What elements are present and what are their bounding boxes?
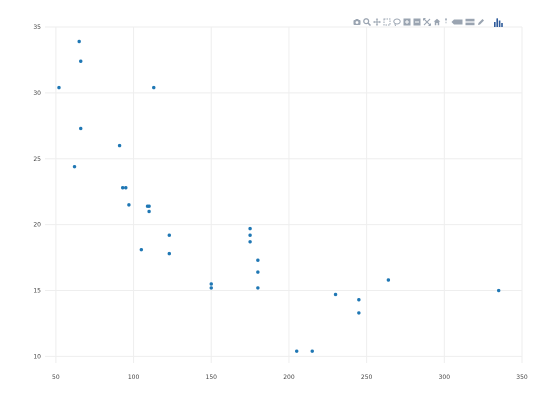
zoom-out-icon[interactable] xyxy=(413,18,421,27)
scatter-point[interactable] xyxy=(120,186,125,190)
camera-icon[interactable] xyxy=(353,18,361,27)
scatter-point[interactable] xyxy=(152,85,156,90)
scatter-point[interactable] xyxy=(167,251,171,256)
y-axis-tick-labels: 10 15 20 25 30 35 xyxy=(33,24,41,360)
spike-lines-icon[interactable] xyxy=(443,18,449,27)
scatter-point[interactable] xyxy=(310,349,314,353)
pan-icon[interactable] xyxy=(373,18,381,27)
scatter-point[interactable] xyxy=(209,282,213,286)
plotly-logo-icon[interactable] xyxy=(493,17,504,27)
scatter-point[interactable] xyxy=(139,247,144,252)
scatter-point[interactable] xyxy=(124,186,128,190)
scatter-point[interactable] xyxy=(248,226,252,231)
scatter-point[interactable] xyxy=(248,240,252,244)
x-tick-label: 50 xyxy=(52,374,60,381)
lasso-select-icon[interactable] xyxy=(393,18,401,27)
scatter-point[interactable] xyxy=(256,270,260,274)
scatter-point[interactable] xyxy=(72,164,77,169)
scatter-point[interactable] xyxy=(496,288,501,293)
scatter-point[interactable] xyxy=(77,39,81,44)
scatter-point[interactable] xyxy=(256,286,260,290)
scatter-point[interactable] xyxy=(117,143,122,148)
x-tick-label: 100 xyxy=(128,374,140,381)
scatter-point[interactable] xyxy=(147,209,151,214)
modebar-toolbar xyxy=(353,16,504,28)
y-tick-label: 35 xyxy=(33,24,41,31)
zoom-in-icon[interactable] xyxy=(403,18,411,27)
y-tick-label: 20 xyxy=(33,222,41,229)
scatter-point[interactable] xyxy=(167,233,171,237)
x-tick-label: 300 xyxy=(439,374,451,381)
scatter-point[interactable] xyxy=(57,85,61,90)
scatter-point[interactable] xyxy=(248,233,252,237)
hover-compare-icon[interactable] xyxy=(465,18,475,27)
scatter-point[interactable] xyxy=(79,59,83,63)
scatter-point[interactable] xyxy=(333,292,338,297)
x-tick-label: 350 xyxy=(516,374,528,381)
scatter-point[interactable] xyxy=(209,286,213,290)
scatter-point[interactable] xyxy=(357,311,361,315)
x-tick-label: 250 xyxy=(361,374,373,381)
scatter-point[interactable] xyxy=(127,203,131,207)
x-tick-label: 200 xyxy=(283,374,295,381)
box-select-icon[interactable] xyxy=(383,18,391,27)
y-tick-label: 15 xyxy=(33,288,41,295)
data-points[interactable] xyxy=(57,39,501,353)
scatter-point[interactable] xyxy=(147,204,151,208)
zoom-icon[interactable] xyxy=(363,18,371,27)
y-tick-label: 25 xyxy=(33,156,41,163)
y-tick-label: 10 xyxy=(33,353,41,360)
scatter-point[interactable] xyxy=(386,278,391,282)
x-axis-tick-labels: 50 100 150 200 250 300 350 xyxy=(52,374,528,381)
hover-closest-icon[interactable] xyxy=(451,18,463,27)
scatter-point[interactable] xyxy=(79,126,83,131)
x-tick-label: 150 xyxy=(206,374,218,381)
reset-axes-icon[interactable] xyxy=(433,18,441,27)
edit-in-chart-studio-icon[interactable] xyxy=(477,18,485,27)
scatter-point[interactable] xyxy=(357,298,361,302)
grid-lines xyxy=(45,26,523,363)
autoscale-icon[interactable] xyxy=(423,18,431,27)
y-tick-label: 30 xyxy=(33,90,41,97)
scatter-point[interactable] xyxy=(256,258,260,262)
scatter-point[interactable] xyxy=(295,349,299,353)
